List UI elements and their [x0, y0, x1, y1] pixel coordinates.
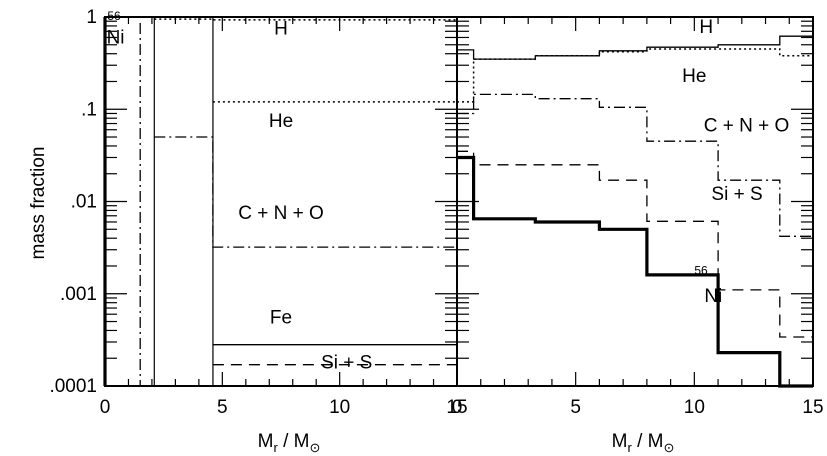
right-x-axis-label: Mr / M⊙ — [612, 431, 675, 455]
left-y-tick-label: .0001 — [49, 376, 97, 397]
left-x-tick-label: 15 — [446, 397, 467, 418]
right-x-tick-label: 5 — [570, 397, 581, 418]
left-x-tick-label: 0 — [100, 397, 111, 418]
right-label-si-s: Si + S — [711, 184, 762, 205]
y-axis-label: mass fraction — [28, 147, 49, 260]
right-label-h: H — [699, 17, 713, 38]
left-x-axis-label: Mr / M⊙ — [258, 431, 321, 455]
left-series-c-n-o — [154, 136, 457, 248]
left-x-tick-label: 10 — [329, 397, 350, 418]
right-series-56ni — [457, 155, 813, 388]
left-label-fe: Fe — [270, 308, 292, 329]
left-label-he: He — [269, 111, 293, 132]
right-x-tick-label: 15 — [802, 397, 823, 418]
right-series-c-n-o — [457, 93, 813, 237]
right-series-he — [457, 48, 813, 103]
right-label-ni: Ni — [704, 286, 722, 307]
left-series-h — [154, 18, 457, 21]
right-x-tick-label: 0 — [452, 397, 463, 418]
right-label-c-n-o: C + N + O — [704, 115, 790, 136]
left-x-tick-label: 5 — [217, 397, 228, 418]
left-frame — [104, 16, 458, 387]
left-y-tick-label: .01 — [71, 192, 97, 213]
left-y-tick-label: .001 — [60, 284, 97, 305]
left-y-tick-label: 1 — [86, 7, 97, 28]
right-x-tick-label: 10 — [684, 397, 705, 418]
right-label-56: 56 — [694, 263, 708, 277]
right-label-he: He — [682, 66, 706, 87]
left-label-c-n-o: C + N + O — [238, 203, 324, 224]
left-label-56: 56 — [107, 9, 121, 23]
left-y-tick-label: .1 — [81, 99, 97, 120]
right-series-si-s — [457, 150, 813, 338]
left-label-si-s: Si + S — [321, 352, 372, 373]
left-panel: 0 5 10 15 1 .1 .01 .001 .0001 Mr / M⊙ H He C + N + O… — [49, 7, 467, 455]
right-series-h — [457, 35, 813, 60]
left-label-ni: Ni — [107, 27, 125, 48]
left-label-h: H — [274, 19, 288, 40]
right-panel: 0 5 10 15 Mr / M⊙ H He C + N + O Si + S 56 Ni — [452, 16, 824, 455]
